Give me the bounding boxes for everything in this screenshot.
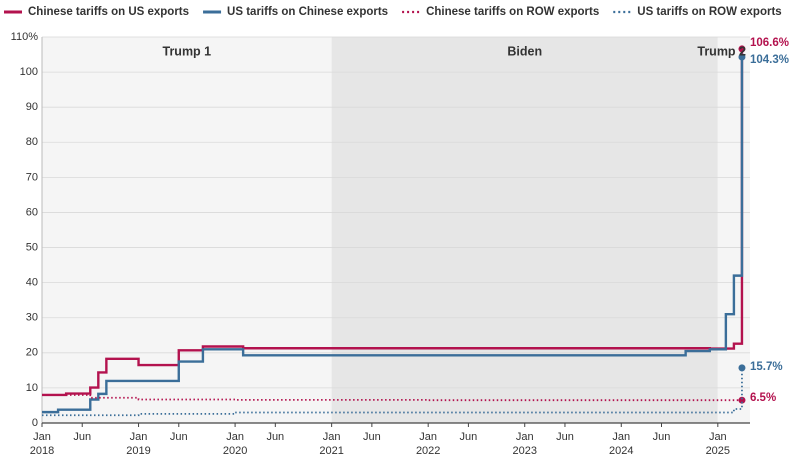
x-tick-label: Jan (419, 431, 437, 443)
y-tick-label: 80 (26, 136, 38, 148)
end-label: 106.6% (750, 37, 789, 49)
x-tick-label: Jan (709, 431, 727, 443)
end-marker (738, 396, 746, 404)
period-band (331, 37, 718, 423)
x-tick-year: 2025 (706, 445, 730, 457)
end-label: 6.5% (750, 392, 776, 404)
x-tick-year: 2018 (30, 445, 54, 457)
x-tick-label: Jan (612, 431, 630, 443)
x-tick-label: Jun (266, 431, 284, 443)
series-line (42, 57, 744, 414)
legend-label: Chinese tariffs on ROW exports (426, 6, 599, 18)
y-tick-label: 60 (26, 206, 38, 218)
x-tick-label: Jan (226, 431, 244, 443)
x-tick-label: Jun (653, 431, 671, 443)
x-tick-label: Jun (556, 431, 574, 443)
y-tick-label: 110% (11, 31, 39, 43)
y-tick-label: 10 (26, 382, 38, 394)
y-tick-label: 100 (20, 66, 38, 78)
period-label: Trump 2 (697, 44, 746, 58)
series-lines (42, 45, 746, 417)
legend: Chinese tariffs on US exports US tariffs … (4, 6, 782, 18)
x-tick-label: Jan (516, 431, 534, 443)
x-tick-year: 2023 (512, 445, 536, 457)
period-label: Biden (507, 44, 542, 58)
y-tick-label: 70 (26, 171, 38, 183)
legend-label: US tariffs on Chinese exports (227, 6, 388, 18)
series-line (42, 394, 742, 402)
x-tick-year: 2022 (416, 445, 440, 457)
x-tick-label: Jun (170, 431, 188, 443)
y-tick-label: 90 (26, 101, 38, 113)
x-tick-year: 2020 (223, 445, 247, 457)
y-tick-label: 20 (26, 347, 38, 359)
y-tick-label: 30 (26, 312, 38, 324)
periods (42, 37, 750, 423)
labels: Trump 1 Biden Trump 2 0 10 20 30 40 50 60 70 80 90 10… (11, 31, 789, 457)
legend-label: Chinese tariffs on US exports (28, 6, 189, 18)
x-tick-label: Jan (33, 431, 51, 443)
period-band (717, 37, 750, 423)
x-tick-label: Jan (130, 431, 148, 443)
end-marker (738, 53, 746, 61)
y-tick-label: 40 (26, 277, 38, 289)
x-tick-year: 2021 (319, 445, 343, 457)
y-tick-label: 50 (26, 241, 38, 253)
x-tick-year: 2019 (126, 445, 150, 457)
end-label: 104.3% (750, 54, 789, 66)
y-tick-label: 0 (32, 417, 38, 429)
grid (41, 36, 750, 427)
x-tick-label: Jun (363, 431, 381, 443)
period-label: Trump 1 (163, 44, 212, 58)
x-tick-year: 2024 (609, 445, 633, 457)
end-marker (738, 45, 746, 53)
x-tick-label: Jun (73, 431, 91, 443)
legend-label: US tariffs on ROW exports (637, 6, 781, 18)
end-label: 15.7% (750, 361, 783, 373)
end-marker (738, 364, 746, 372)
period-band (42, 37, 332, 423)
x-tick-label: Jan (323, 431, 341, 443)
series-line (42, 367, 743, 417)
x-tick-label: Jun (460, 431, 478, 443)
